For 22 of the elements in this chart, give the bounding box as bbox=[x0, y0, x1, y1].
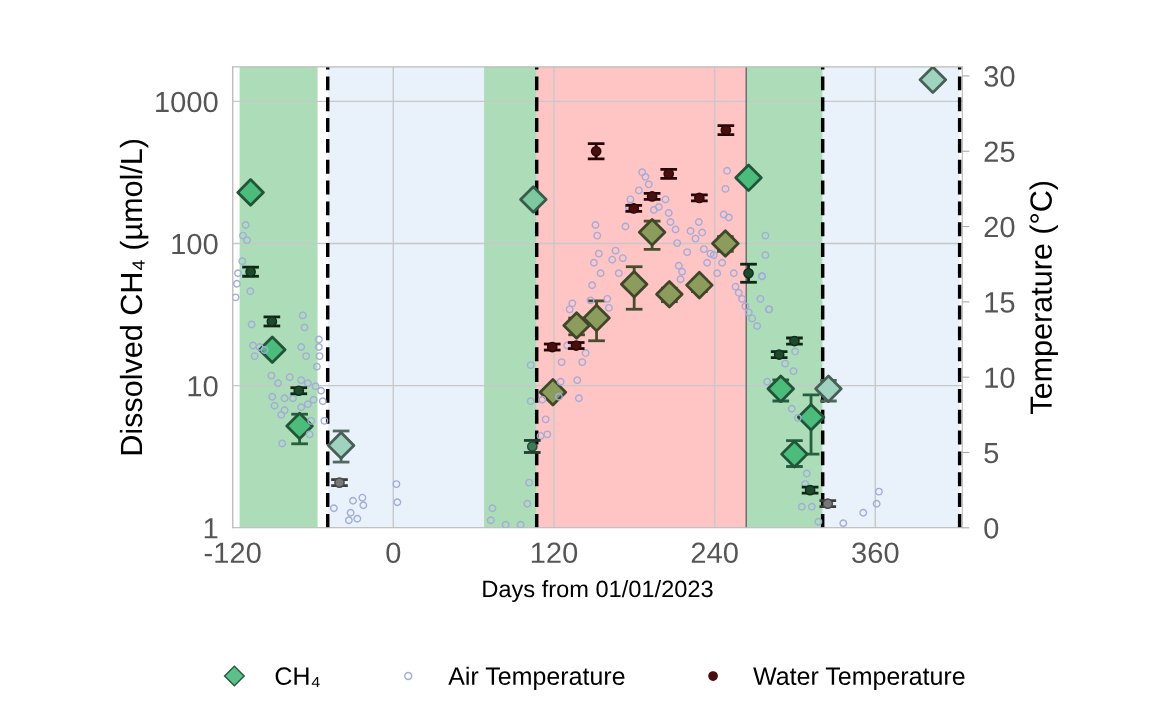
x-tick-label: 120 bbox=[531, 542, 578, 564]
y-tick-label: 1000 bbox=[156, 91, 218, 113]
x-axis-title: Days from 01/01/2023 bbox=[483, 579, 713, 602]
y2-tick-label: 25 bbox=[984, 141, 1015, 163]
legend-label: Air Temperature bbox=[448, 666, 625, 690]
y2-tick-label: 15 bbox=[985, 292, 1015, 313]
x-tick-label: -120 bbox=[204, 542, 261, 564]
y-tick-label: 10 bbox=[188, 375, 218, 397]
x-tick-label: 240 bbox=[691, 542, 738, 564]
y-axis-title: Dissolved CH₄ (µmol/L) bbox=[119, 139, 149, 455]
y2-axis-title: Temperature (°C) bbox=[1029, 181, 1058, 414]
x-tick-label: 0 bbox=[386, 542, 401, 564]
y2-tick-label: 0 bbox=[984, 518, 999, 539]
y-tick-label: 100 bbox=[172, 233, 218, 255]
y2-tick-label: 30 bbox=[984, 66, 1015, 87]
legend-label: Water Temperature bbox=[753, 667, 965, 690]
y2-tick-label: 10 bbox=[985, 367, 1015, 389]
legend-label: CH₄ bbox=[275, 667, 320, 687]
x-tick-label: 360 bbox=[852, 542, 899, 564]
y2-tick-label: 20 bbox=[984, 216, 1015, 238]
y2-tick-label: 5 bbox=[984, 442, 999, 464]
y-tick-label: 1 bbox=[204, 518, 218, 539]
